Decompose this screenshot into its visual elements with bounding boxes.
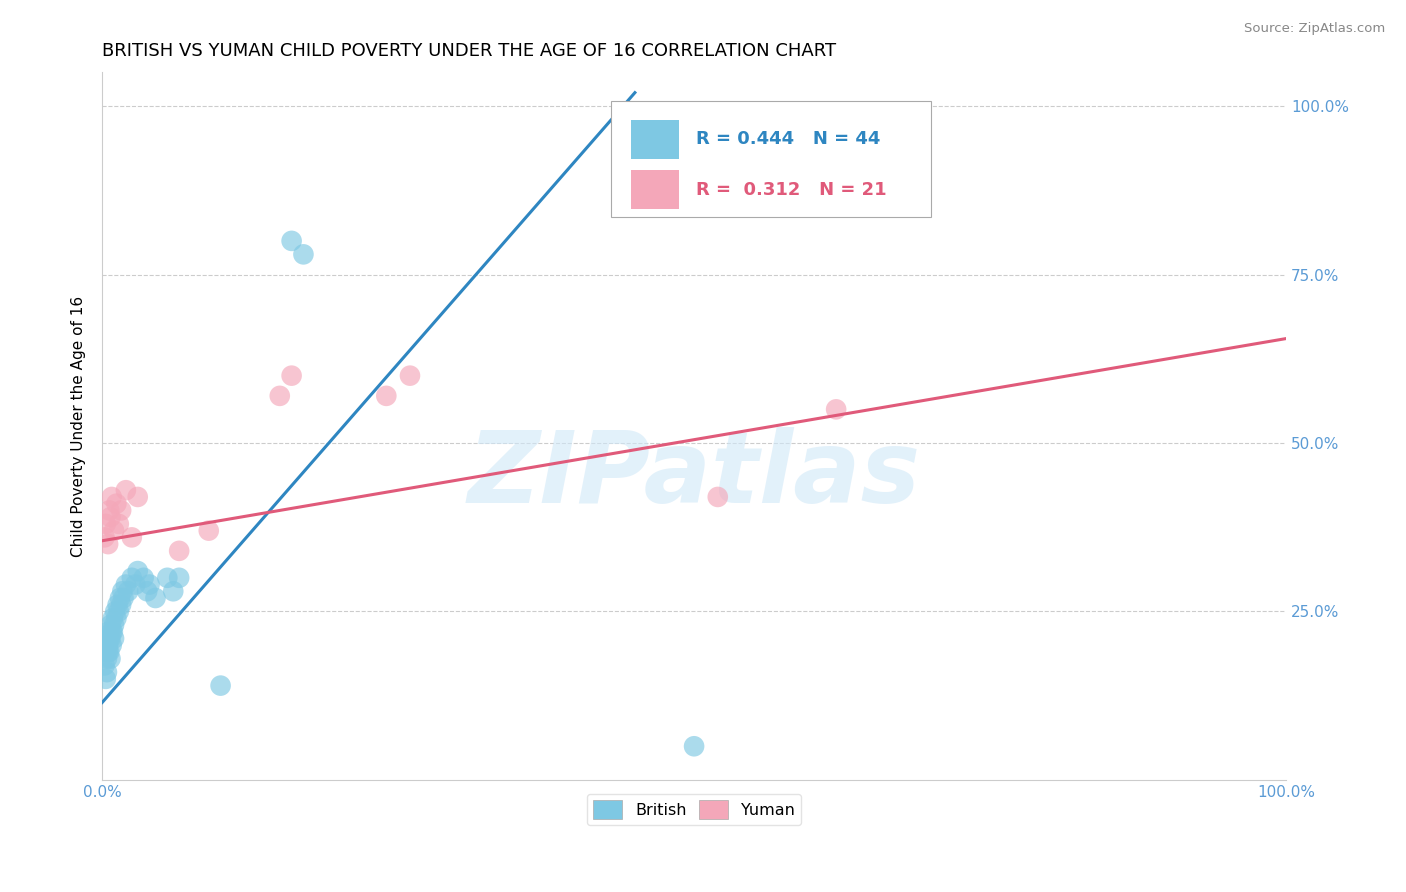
- Point: [105, 611, 128, 625]
- Point: [136, 584, 159, 599]
- Point: [110, 503, 132, 517]
- Point: [121, 530, 143, 544]
- Point: [101, 611, 124, 625]
- Point: [96, 665, 118, 680]
- Point: [138, 577, 160, 591]
- FancyBboxPatch shape: [612, 101, 931, 218]
- Point: [97, 638, 120, 652]
- FancyBboxPatch shape: [631, 170, 679, 210]
- Point: [100, 638, 122, 652]
- Point: [107, 598, 129, 612]
- Point: [167, 571, 190, 585]
- Point: [100, 618, 122, 632]
- Point: [98, 503, 121, 517]
- Point: [94, 672, 117, 686]
- Text: R = 0.444   N = 44: R = 0.444 N = 44: [696, 130, 880, 148]
- Point: [706, 490, 728, 504]
- Legend: British, Yuman: British, Yuman: [588, 794, 801, 825]
- Point: [104, 605, 127, 619]
- Point: [96, 638, 118, 652]
- Point: [280, 234, 302, 248]
- Point: [100, 490, 122, 504]
- Text: BRITISH VS YUMAN CHILD POVERTY UNDER THE AGE OF 16 CORRELATION CHART: BRITISH VS YUMAN CHILD POVERTY UNDER THE…: [103, 42, 837, 60]
- Point: [93, 658, 115, 673]
- Point: [399, 368, 422, 383]
- Point: [121, 571, 143, 585]
- Point: [94, 645, 117, 659]
- Point: [209, 679, 232, 693]
- Point: [96, 651, 118, 665]
- Point: [197, 524, 219, 538]
- Point: [100, 651, 122, 665]
- Text: R =  0.312   N = 21: R = 0.312 N = 21: [696, 181, 887, 199]
- Point: [127, 564, 149, 578]
- Point: [103, 632, 125, 646]
- Point: [292, 247, 315, 261]
- Point: [97, 537, 120, 551]
- Text: ZIPatlas: ZIPatlas: [468, 427, 921, 524]
- Point: [110, 598, 132, 612]
- Point: [98, 645, 121, 659]
- Point: [117, 584, 139, 599]
- Point: [280, 368, 302, 383]
- Point: [156, 571, 179, 585]
- Text: Source: ZipAtlas.com: Source: ZipAtlas.com: [1244, 22, 1385, 36]
- Point: [107, 605, 129, 619]
- Point: [167, 544, 190, 558]
- Point: [100, 624, 122, 639]
- Point: [93, 530, 115, 544]
- Point: [97, 645, 120, 659]
- Point: [127, 490, 149, 504]
- Point: [107, 516, 129, 531]
- Point: [132, 571, 155, 585]
- Point: [105, 497, 128, 511]
- FancyBboxPatch shape: [631, 120, 679, 159]
- Point: [108, 591, 131, 605]
- Point: [115, 577, 138, 591]
- Point: [683, 739, 706, 754]
- Point: [103, 618, 125, 632]
- Point: [103, 524, 125, 538]
- Point: [145, 591, 167, 605]
- Point: [124, 577, 146, 591]
- Y-axis label: Child Poverty Under the Age of 16: Child Poverty Under the Age of 16: [72, 295, 86, 557]
- Point: [112, 591, 135, 605]
- Point: [100, 632, 122, 646]
- Point: [115, 483, 138, 498]
- Point: [98, 632, 121, 646]
- Point: [375, 389, 398, 403]
- Point: [269, 389, 291, 403]
- Point: [97, 624, 120, 639]
- Point: [101, 624, 124, 639]
- Point: [111, 584, 134, 599]
- Point: [825, 402, 848, 417]
- Point: [94, 516, 117, 531]
- Point: [162, 584, 184, 599]
- Point: [100, 510, 122, 524]
